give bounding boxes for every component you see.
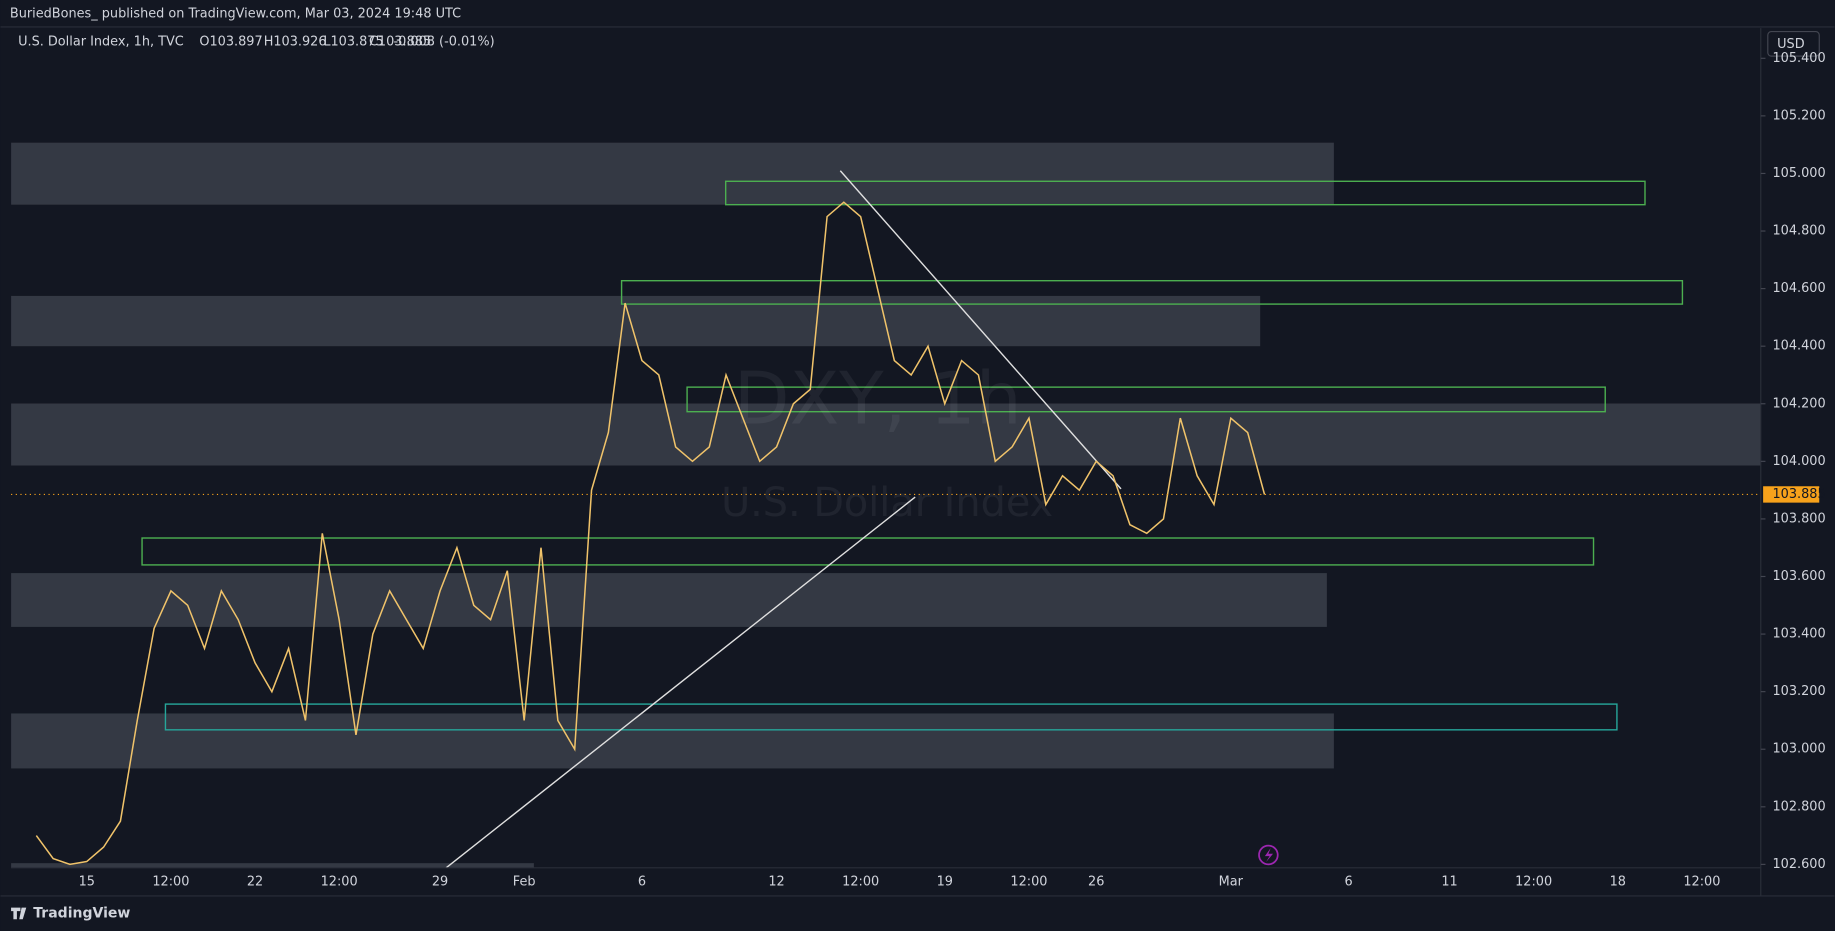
box	[620, 280, 1684, 305]
y-tick-label: 103.800	[1772, 511, 1825, 526]
x-tick-label: 12:00	[1683, 874, 1720, 889]
zone	[11, 863, 534, 868]
x-tick-label: 6	[1344, 874, 1352, 889]
y-tick-label: 104.800	[1772, 224, 1825, 239]
ohlc: O103.897	[199, 35, 262, 50]
y-tick-label: 104.000	[1772, 454, 1825, 469]
series	[35, 201, 1266, 866]
box	[164, 703, 1618, 731]
y-tick-label: 105.200	[1772, 108, 1825, 123]
x-tick-label: 12:00	[152, 874, 189, 889]
y-tick-label: 104.200	[1772, 396, 1825, 411]
y-tick-label: 103.600	[1772, 569, 1825, 584]
x-tick-label: Mar	[1219, 874, 1244, 889]
x-tick-label: Feb	[513, 874, 536, 889]
x-tick-label: 12:00	[842, 874, 879, 889]
y-tick-label: 103.000	[1772, 742, 1825, 757]
y-tick-label: 102.800	[1772, 799, 1825, 814]
box	[686, 386, 1606, 413]
ohlc: C103.885	[369, 35, 431, 50]
x-tick-label: 6	[638, 874, 646, 889]
zone	[11, 403, 1761, 466]
y-tick-label: 102.600	[1772, 857, 1825, 872]
x-tick-label: 12:00	[1010, 874, 1047, 889]
events-icon	[1264, 847, 1274, 862]
events-icon[interactable]	[1258, 844, 1279, 866]
zone	[11, 142, 1334, 205]
watermark: DXY, 1h	[734, 358, 1022, 442]
y-tick-label: 104.600	[1772, 281, 1825, 296]
trend-line	[839, 170, 1122, 490]
last-price-box	[1763, 486, 1820, 503]
price-line	[35, 201, 1266, 866]
watermark-sub: U.S. Dollar Index	[721, 480, 1053, 526]
x-tick-label: 29	[432, 874, 448, 889]
x-tick-label: 12:00	[1515, 874, 1552, 889]
y-tick-label: 105.000	[1772, 166, 1825, 181]
x-tick-label: 11	[1441, 874, 1457, 889]
x-tick-label: 19	[937, 874, 953, 889]
boxes	[141, 180, 1684, 731]
ohlc: L103.875	[323, 35, 383, 50]
drawings: DXY, 1h U.S. Dollar Index	[11, 142, 1761, 868]
y-tick-label: 104.400	[1772, 339, 1825, 354]
ohlc: H103.926	[264, 35, 327, 50]
x-tick-label: 12	[768, 874, 784, 889]
x-tick-label: 12:00	[321, 874, 358, 889]
box	[724, 180, 1646, 206]
zones	[11, 142, 1761, 868]
zone	[11, 573, 1327, 627]
last-price-label: 103.885	[1772, 487, 1825, 502]
trend-line	[445, 496, 916, 868]
x-tick-label: 26	[1088, 874, 1104, 889]
published: BuriedBones_ published on TradingView.co…	[10, 7, 461, 22]
x-tick-label: 15	[79, 874, 95, 889]
y-tick-label: 103.200	[1772, 684, 1825, 699]
x-tick-label: 22	[247, 874, 263, 889]
y-tick-label: 103.400	[1772, 627, 1825, 642]
symbol: U.S. Dollar Index, 1h, TVC	[18, 35, 184, 50]
y-tick-label: 105.400	[1772, 51, 1825, 66]
logo	[11, 907, 27, 920]
currency-box[interactable]	[1767, 30, 1820, 57]
currency[interactable]: USD	[1777, 37, 1805, 52]
change: -0.008 (-0.01%)	[394, 35, 495, 50]
zone	[11, 713, 1334, 769]
x-tick-label: 18	[1610, 874, 1626, 889]
footer: TradingView	[33, 905, 130, 921]
box	[141, 537, 1595, 566]
